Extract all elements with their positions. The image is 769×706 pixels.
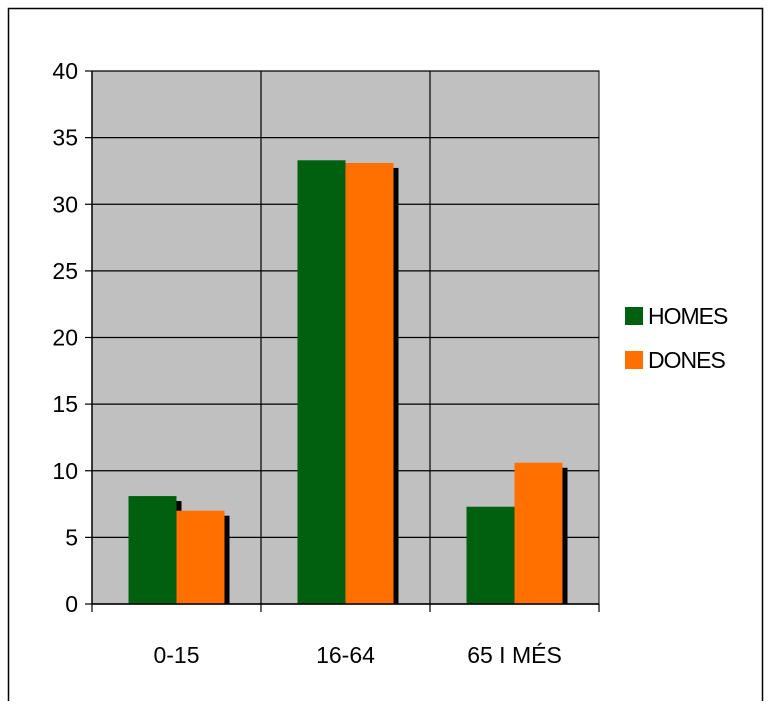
legend-label-dones: DONES xyxy=(648,347,725,373)
y-tick-label: 25 xyxy=(52,258,78,284)
bar-homes-2 xyxy=(466,506,515,604)
chart-border xyxy=(7,7,764,701)
x-tick-labels: 0-15 16-64 65 I MÉS xyxy=(153,642,561,668)
bar-homes-0 xyxy=(128,496,177,604)
bar-dones-0 xyxy=(176,510,225,604)
y-tick-label: 40 xyxy=(52,58,78,84)
y-tick-label: 10 xyxy=(52,458,78,484)
axes xyxy=(85,70,600,612)
bar-homes-1 xyxy=(297,160,346,604)
x-tick-label: 16-64 xyxy=(316,642,375,668)
y-tick-label: 35 xyxy=(52,125,78,151)
bar-dones-1 xyxy=(345,162,394,604)
legend-swatch-homes xyxy=(625,307,643,325)
y-tick-label: 5 xyxy=(65,524,78,550)
y-tick-label: 30 xyxy=(52,191,78,217)
legend-label-homes: HOMES xyxy=(648,303,728,329)
bars xyxy=(128,160,568,604)
y-tick-label: 15 xyxy=(52,391,78,417)
legend-swatch-dones xyxy=(625,351,643,369)
bar-dones-2 xyxy=(514,462,563,604)
y-tick-label: 0 xyxy=(65,591,78,617)
y-tick-labels: 0 5 10 15 20 25 30 35 40 xyxy=(52,58,78,617)
x-tick-label: 0-15 xyxy=(153,642,199,668)
legend: HOMES DONES xyxy=(625,303,729,373)
x-tick-label: 65 I MÉS xyxy=(467,642,562,668)
y-tick-label: 20 xyxy=(52,325,78,351)
